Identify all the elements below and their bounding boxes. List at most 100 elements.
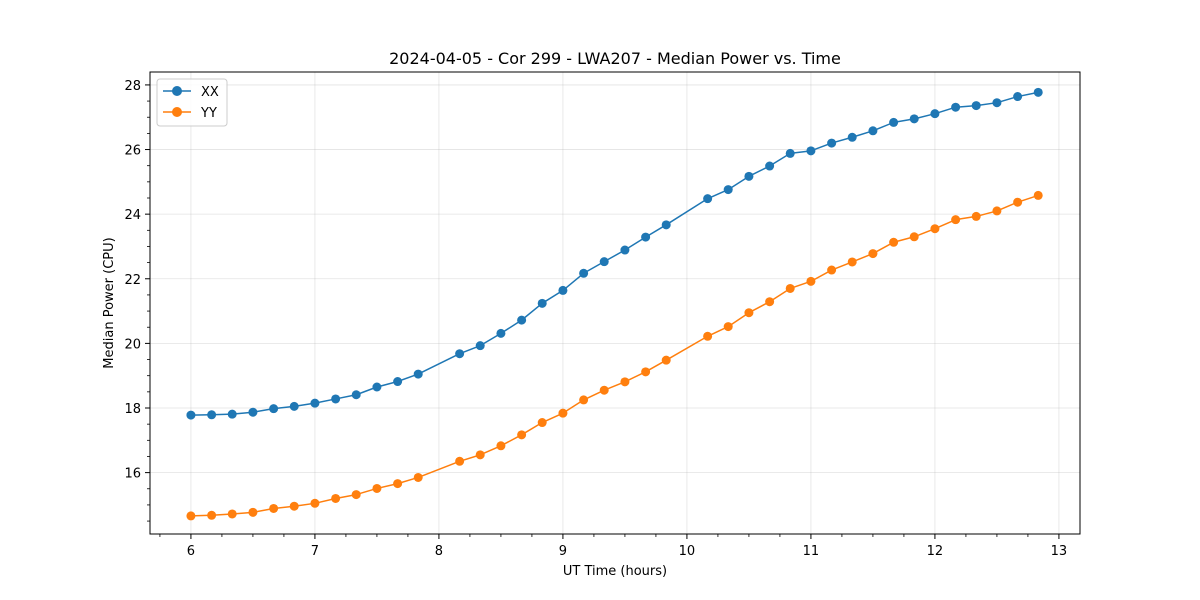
legend-marker-xx bbox=[172, 86, 182, 96]
data-point-yy bbox=[971, 211, 981, 221]
data-point-xx bbox=[351, 390, 361, 400]
y-tick-label: 18 bbox=[124, 402, 141, 417]
data-point-xx bbox=[331, 394, 341, 404]
data-point-yy bbox=[248, 507, 258, 517]
data-point-xx bbox=[992, 98, 1002, 108]
series-line-xx bbox=[190, 91, 1039, 416]
x-tick-label: 13 bbox=[1051, 544, 1068, 559]
data-point-xx bbox=[785, 148, 795, 158]
data-point-yy bbox=[765, 297, 775, 307]
data-point-yy bbox=[847, 257, 857, 267]
data-point-yy bbox=[744, 308, 754, 318]
data-point-xx bbox=[641, 232, 651, 242]
data-point-xx bbox=[227, 409, 237, 419]
plot-frame bbox=[149, 71, 1081, 535]
y-tick-label: 26 bbox=[124, 144, 141, 159]
y-tick-label: 24 bbox=[124, 208, 141, 223]
data-point-xx bbox=[599, 257, 609, 267]
series-line-yy bbox=[190, 194, 1039, 517]
data-point-xx bbox=[951, 102, 961, 112]
data-point-yy bbox=[579, 395, 589, 405]
y-axis-label: Median Power (CPU) bbox=[102, 237, 117, 368]
x-tick-label: 6 bbox=[187, 544, 195, 559]
x-tick-label: 7 bbox=[311, 544, 319, 559]
data-point-yy bbox=[992, 206, 1002, 216]
data-point-yy bbox=[475, 450, 485, 460]
data-point-yy bbox=[289, 501, 299, 511]
x-tick-label: 9 bbox=[559, 544, 567, 559]
data-point-xx bbox=[971, 101, 981, 111]
axis-ticks: 6 7 8 9 10 11 12 13 16 18 20 22 24 26 28 bbox=[124, 79, 1067, 559]
data-point-xx bbox=[455, 349, 465, 359]
data-point-xx bbox=[1013, 92, 1023, 102]
y-tick-label: 16 bbox=[124, 467, 141, 482]
legend-label-xx: XX bbox=[201, 85, 219, 100]
x-tick-label: 12 bbox=[927, 544, 944, 559]
data-point-yy bbox=[620, 377, 630, 387]
data-point-xx bbox=[909, 114, 919, 124]
legend-label-yy: YY bbox=[200, 106, 217, 121]
data-point-yy bbox=[661, 355, 671, 365]
y-tick-label: 22 bbox=[124, 273, 141, 288]
data-point-yy bbox=[951, 215, 961, 225]
data-point-yy bbox=[641, 367, 651, 377]
x-tick-label: 10 bbox=[679, 544, 696, 559]
data-point-yy bbox=[537, 418, 547, 428]
x-tick-label: 11 bbox=[803, 544, 820, 559]
data-point-xx bbox=[269, 404, 279, 414]
data-point-xx bbox=[620, 245, 630, 255]
data-point-xx bbox=[372, 382, 382, 392]
data-point-yy bbox=[186, 511, 196, 521]
data-point-yy bbox=[331, 493, 341, 503]
data-point-xx bbox=[723, 185, 733, 195]
x-tick-label: 8 bbox=[435, 544, 443, 559]
data-point-xx bbox=[186, 410, 196, 420]
legend: XX YY bbox=[156, 78, 228, 127]
data-point-xx bbox=[868, 126, 878, 136]
y-tick-label: 20 bbox=[124, 337, 141, 352]
data-point-yy bbox=[372, 483, 382, 493]
y-tick-label: 28 bbox=[124, 79, 141, 94]
data-point-xx bbox=[496, 328, 506, 338]
data-point-xx bbox=[1033, 87, 1043, 97]
legend-marker-yy bbox=[172, 107, 182, 117]
data-point-yy bbox=[310, 498, 320, 508]
data-point-xx bbox=[475, 341, 485, 351]
data-point-yy bbox=[351, 490, 361, 500]
data-point-yy bbox=[889, 237, 899, 247]
data-point-yy bbox=[455, 456, 465, 466]
data-point-yy bbox=[1033, 190, 1043, 200]
data-point-xx bbox=[393, 377, 403, 387]
data-point-xx bbox=[517, 315, 527, 325]
data-point-xx bbox=[310, 398, 320, 408]
data-point-yy bbox=[806, 276, 816, 286]
data-point-yy bbox=[393, 479, 403, 489]
data-point-yy bbox=[207, 510, 217, 520]
data-point-yy bbox=[868, 249, 878, 259]
data-point-yy bbox=[517, 430, 527, 440]
data-point-xx bbox=[537, 298, 547, 308]
data-point-xx bbox=[930, 109, 940, 119]
data-point-yy bbox=[496, 441, 506, 451]
data-point-xx bbox=[413, 369, 423, 379]
data-point-yy bbox=[909, 232, 919, 242]
data-point-xx bbox=[207, 410, 217, 420]
data-point-yy bbox=[413, 472, 423, 482]
data-point-xx bbox=[248, 407, 258, 417]
data-point-yy bbox=[827, 265, 837, 275]
series-layer bbox=[186, 87, 1043, 521]
data-point-yy bbox=[785, 283, 795, 293]
data-point-yy bbox=[558, 408, 568, 418]
data-point-xx bbox=[661, 220, 671, 230]
data-point-xx bbox=[558, 285, 568, 295]
data-point-yy bbox=[269, 503, 279, 513]
data-point-xx bbox=[579, 268, 589, 278]
data-point-xx bbox=[744, 171, 754, 181]
data-point-yy bbox=[930, 224, 940, 234]
x-axis-label: UT Time (hours) bbox=[563, 564, 667, 579]
data-point-xx bbox=[806, 146, 816, 156]
grid bbox=[150, 72, 1080, 534]
data-point-xx bbox=[827, 138, 837, 148]
data-point-yy bbox=[1013, 197, 1023, 207]
